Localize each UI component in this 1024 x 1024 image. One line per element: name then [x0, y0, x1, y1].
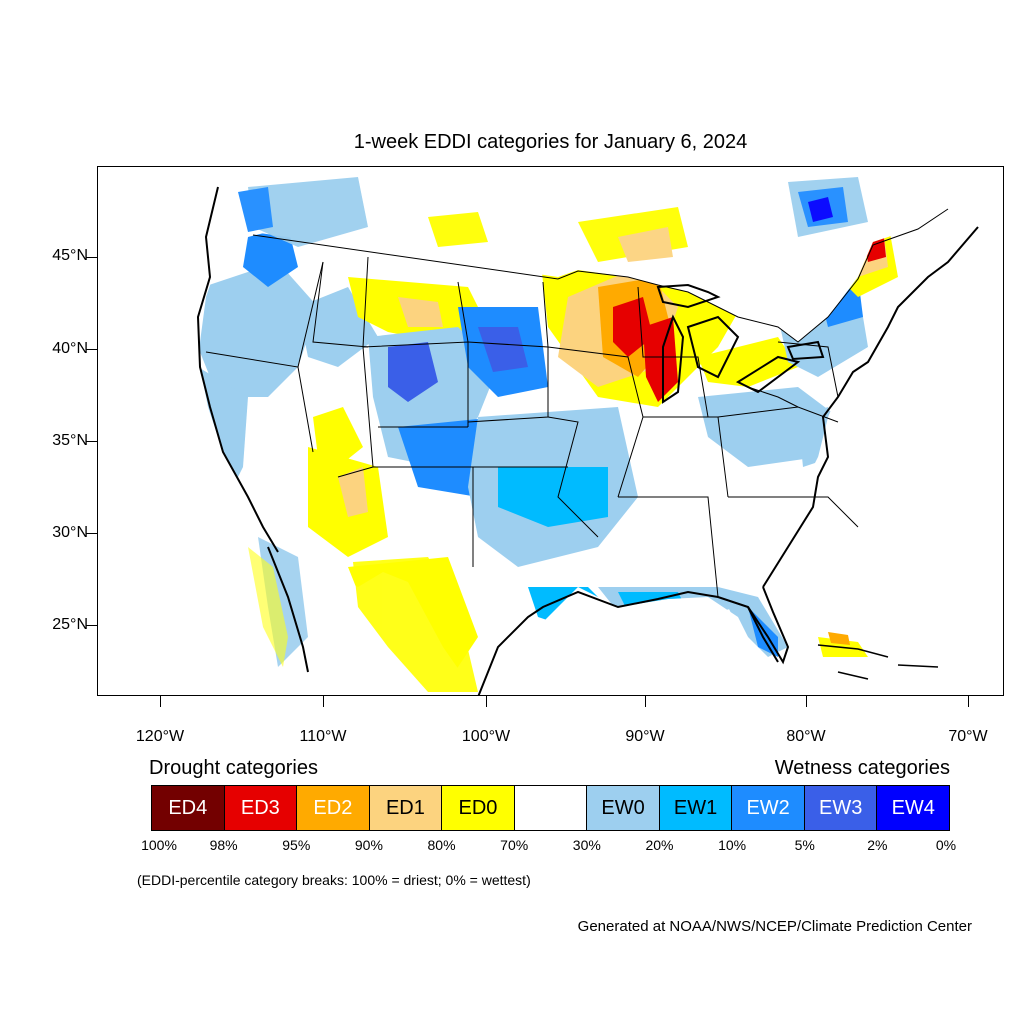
percentile-label: 20%	[645, 837, 674, 853]
percentile-note: (EDDI-percentile category breaks: 100% =…	[137, 872, 531, 888]
lat-tick	[86, 349, 97, 350]
lon-tick	[486, 696, 487, 707]
lon-tick	[806, 696, 807, 707]
lat-label-35: 35°N	[52, 432, 88, 449]
percentile-label: 0%	[935, 837, 957, 853]
lon-label-70: 70°W	[948, 728, 988, 745]
legend-box-ew1: EW1	[659, 786, 733, 830]
lat-label-45: 45°N	[52, 247, 88, 264]
coastlines	[196, 186, 979, 695]
legend-box-ed0: ED0	[442, 786, 515, 830]
credit-line: Generated at NOAA/NWS/NCEP/Climate Predi…	[577, 918, 972, 935]
percentile-label: 80%	[427, 837, 456, 853]
percentile-label: 5%	[794, 837, 815, 853]
legend-box-ew0: EW0	[587, 786, 660, 830]
percentile-label: 95%	[282, 837, 311, 853]
percentile-label: 30%	[572, 837, 601, 853]
lat-label-25: 25°N	[52, 616, 88, 633]
legend-box-ed2: ED2	[297, 786, 370, 830]
percentile-label: 2%	[867, 837, 888, 853]
wetness-categories-heading: Wetness categories	[774, 757, 950, 779]
percentile-label: 70%	[500, 837, 529, 853]
lon-label-100: 100°W	[461, 728, 511, 745]
lon-label-110: 110°W	[299, 728, 347, 745]
lat-tick	[86, 625, 97, 626]
lon-label-80: 80°W	[786, 728, 826, 745]
percentile-label: 10%	[718, 837, 747, 853]
lat-tick	[86, 441, 97, 442]
lat-tick	[86, 533, 97, 534]
lon-label-90: 90°W	[625, 728, 665, 745]
drought-categories-heading: Drought categories	[149, 757, 318, 779]
percentile-label: 98%	[209, 837, 238, 853]
eddi-shading	[198, 177, 898, 695]
lon-tick	[160, 696, 161, 707]
category-legend: ED4 ED3 ED2 ED1 ED0 EW0 EW1 EW2 EW3 EW4	[151, 785, 950, 831]
legend-box-ed1: ED1	[369, 786, 443, 830]
lat-label-40: 40°N	[52, 340, 88, 357]
legend-box-ew2: EW2	[732, 786, 805, 830]
lon-tick	[323, 696, 324, 707]
legend-box-ew4: EW4	[877, 786, 950, 830]
lon-tick	[645, 696, 646, 707]
legend-box-neutral	[514, 786, 588, 830]
percentile-label: 90%	[354, 837, 383, 853]
lat-label-30: 30°N	[52, 524, 88, 541]
lat-tick	[86, 257, 97, 258]
percentile-label: 100%	[141, 837, 177, 853]
legend-box-ed4: ED4	[152, 786, 225, 830]
map-canvas	[196, 177, 979, 695]
eddi-map	[97, 166, 1004, 696]
state-boundaries	[205, 208, 949, 598]
caribbean-islands	[817, 644, 939, 680]
legend-box-ew3: EW3	[804, 786, 878, 830]
lon-tick	[968, 696, 969, 707]
legend-box-ed3: ED3	[224, 786, 298, 830]
lon-label-120: 120°W	[135, 728, 185, 745]
map-title: 1-week EDDI categories for January 6, 20…	[353, 131, 748, 153]
